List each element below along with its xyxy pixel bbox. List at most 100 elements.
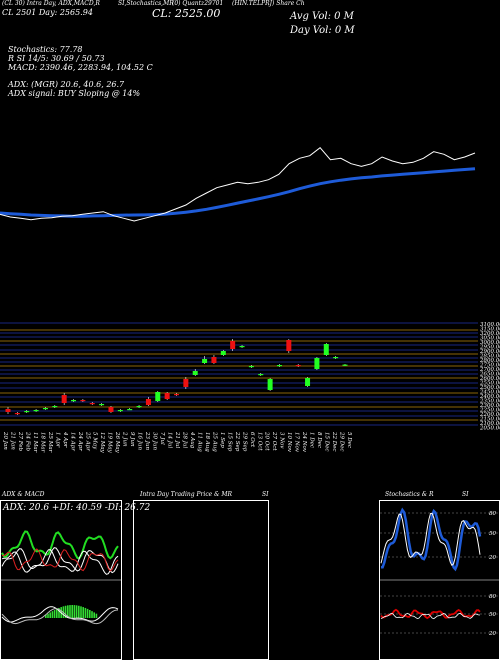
date-tick-label: 12 May xyxy=(99,432,105,454)
candle-body xyxy=(61,395,67,403)
price-tick-label: 2450.00 xyxy=(479,390,500,396)
candle-body xyxy=(108,407,114,412)
date-tick-label: 25 Mar xyxy=(47,431,53,453)
price-tick-label: 2050.00 xyxy=(479,426,500,432)
candle-body xyxy=(258,374,264,376)
candle-body xyxy=(230,341,236,349)
price-tick-label: 3000.00 xyxy=(480,340,500,346)
date-tick-label: 24 Apr xyxy=(77,431,83,451)
date-tick-label: 13 Oct xyxy=(256,432,262,451)
candle-body xyxy=(192,371,198,375)
date-tick-label: 22 Sep xyxy=(234,431,240,452)
candle-body xyxy=(323,344,329,355)
price-tick-label: 2700.00 xyxy=(479,367,500,373)
candle-body xyxy=(71,400,77,402)
date-tick-label: 14 Jul xyxy=(167,432,173,448)
adx-signal: ADX signal: BUY Sloping @ 14% xyxy=(8,89,141,98)
candle-body xyxy=(5,409,11,412)
candle-body xyxy=(183,379,189,387)
price-tick-label: 3100.00 xyxy=(480,322,500,328)
date-tick-label: 27 Feb xyxy=(17,431,23,452)
header-share-label: (HIN.TELPRJ) Share Ch xyxy=(232,0,305,7)
stoch-level-label: 20 xyxy=(488,555,496,561)
stoch-level-label: 50 xyxy=(489,531,496,537)
date-tick-label: 30 Jun xyxy=(152,432,158,450)
price-tick-label: 2150.00 xyxy=(479,417,500,423)
date-tick-label: 14 Apr xyxy=(69,432,75,451)
date-tick-label: 15 Sep xyxy=(226,432,232,452)
adx-panel-values: ADX: 20.6 +DI: 40.59 -DI: 26.72 xyxy=(3,503,151,513)
macd-histogram-bar xyxy=(95,613,98,618)
candle-body xyxy=(52,406,58,408)
candle-body xyxy=(295,365,301,367)
date-tick-label: 4 Aug xyxy=(189,431,195,449)
candle-body xyxy=(42,408,48,410)
rsi-value: R SI 14/5: 30.69 / 50.73 xyxy=(8,54,105,63)
stoch-d-line xyxy=(380,512,481,567)
date-tick-label: 28 Jul xyxy=(181,431,187,448)
candle-body xyxy=(136,406,142,408)
rsi-level-label: 80 xyxy=(489,594,496,600)
date-tick-label: 4 Apr xyxy=(62,431,68,448)
macd-histogram-bar xyxy=(58,607,60,618)
candle-body xyxy=(89,403,95,405)
avg-vol: Avg Vol: 0 M xyxy=(290,11,354,22)
date-tick-label: 22 Dec xyxy=(331,431,337,452)
candle-body xyxy=(117,410,123,412)
macd-histogram-bar xyxy=(73,605,76,618)
di-minus-line xyxy=(1,549,119,575)
price-tick-label: 2850.00 xyxy=(479,354,500,360)
macd-histogram-bar xyxy=(89,610,91,618)
rsi-signal-line xyxy=(380,612,481,620)
adx-value: ADX: (MGR) 20.6, 40.6, 26.7 xyxy=(8,80,125,89)
price-tick-label: 3050.00 xyxy=(480,336,500,342)
adx-panel-title: ADX & MACD xyxy=(2,491,45,498)
candle-body xyxy=(80,400,86,402)
candle-body xyxy=(174,394,179,396)
candle-body xyxy=(286,340,292,351)
date-tick-label: 19 May xyxy=(107,432,113,454)
date-tick-label: 1 Apr xyxy=(54,432,60,448)
date-tick-label: 18 Aug xyxy=(204,432,210,452)
date-tick-label: 15 Dec xyxy=(324,432,330,452)
date-tick-label: 1 Sep xyxy=(219,432,225,448)
macd-histogram-bar xyxy=(64,605,67,618)
price-tick-label: 2600.00 xyxy=(479,376,500,382)
date-tick-label: 16 Jun xyxy=(137,432,143,450)
candle-body xyxy=(202,359,208,363)
macd-histogram-bar xyxy=(86,608,89,618)
price-tick-label: 2250.00 xyxy=(479,408,500,414)
candle-body xyxy=(33,410,39,412)
date-tick-label: 21 Jul xyxy=(174,431,180,448)
rsi-level-label: 50 xyxy=(489,612,496,618)
price-tick-label: 2500.00 xyxy=(479,385,500,391)
date-tick-label: 23 Jun xyxy=(144,431,150,450)
date-tick-label: 7 Jul xyxy=(159,432,165,445)
candle-body xyxy=(211,357,217,363)
price-tick-label: 2650.00 xyxy=(479,372,500,378)
candle-body xyxy=(99,404,105,406)
macd-line xyxy=(1,606,119,623)
price-tick-label: 2100.00 xyxy=(479,421,500,427)
price-tick-label: 2200.00 xyxy=(479,412,500,418)
candle-body xyxy=(220,351,226,355)
date-tick-label: 11 Mar xyxy=(32,432,38,453)
price-tick-label: 2400.00 xyxy=(479,394,500,400)
date-tick-label: 1 Dec xyxy=(309,432,315,448)
price-tick-label: 2800.00 xyxy=(479,358,500,364)
candle-body xyxy=(239,346,245,348)
date-tick-label: 3 Nov xyxy=(279,432,285,449)
stoch-panel-title: Stochastics & R xyxy=(385,491,434,498)
macd-histogram-bar xyxy=(84,607,87,618)
adx-green-line xyxy=(1,530,119,560)
date-tick-label: 24 Nov xyxy=(301,431,307,453)
rsi-level-label: 20 xyxy=(488,631,496,637)
date-tick-label: 5 Dec xyxy=(346,432,352,448)
price-tick-label: 2300.00 xyxy=(479,403,500,409)
macd-histogram-bar xyxy=(93,612,95,618)
macd-signal-line xyxy=(1,608,119,625)
date-tick-label: 26 May xyxy=(114,431,120,454)
date-tick-label: 6 Oct xyxy=(249,432,255,448)
